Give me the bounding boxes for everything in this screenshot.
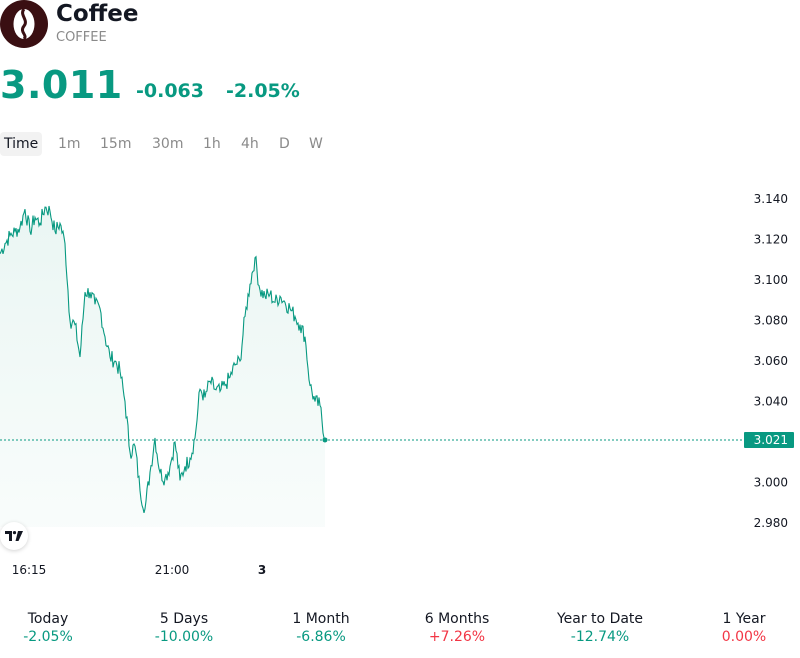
period-label: 5 Days — [159, 611, 209, 627]
last-price-dot — [322, 437, 328, 443]
symbol-name: Coffee — [56, 1, 139, 27]
price-change-percent: -2.05% — [226, 80, 300, 102]
y-tick-label: 3.140 — [754, 192, 788, 206]
period-label: Year to Date — [556, 611, 644, 627]
y-tick-label: 3.120 — [754, 233, 788, 247]
period-label: 1 Month — [292, 611, 350, 627]
last-price-badge-label: 3.021 — [754, 433, 788, 447]
period-5-days[interactable]: 5 Days -10.00% — [119, 610, 249, 646]
y-tick-label: 3.100 — [754, 273, 788, 287]
symbol-logo — [0, 0, 48, 48]
x-tick-label: 3 — [258, 563, 266, 577]
x-tick-label: 21:00 — [155, 563, 190, 577]
period-value: -6.86% — [296, 629, 346, 645]
symbol-ticker: COFFEE — [56, 30, 107, 45]
price-area-fill — [0, 206, 325, 527]
y-tick-label: 3.080 — [754, 314, 788, 328]
price-line — [0, 205, 326, 514]
tab-1h[interactable]: 1h — [203, 136, 221, 152]
tab-time[interactable]: Time — [0, 132, 43, 156]
last-price-badge — [744, 431, 794, 448]
performance-bar: Today -2.05% 5 Days -10.00% 1 Month -6.8… — [0, 610, 800, 650]
tab-d[interactable]: D — [279, 136, 290, 152]
period-1-year[interactable]: 1 Year 0.00% — [679, 610, 800, 646]
period-value: 0.00% — [721, 629, 767, 645]
tab-4h[interactable]: 4h — [241, 136, 259, 152]
tradingview-logo-icon[interactable] — [0, 522, 28, 550]
y-tick-label: 3.040 — [754, 394, 788, 408]
period-1-month[interactable]: 1 Month -6.86% — [256, 610, 386, 646]
price-change: -0.063 — [136, 80, 204, 102]
coffee-bean-icon — [13, 8, 35, 41]
y-tick-label: 3.060 — [754, 354, 788, 368]
chart-canvas[interactable]: 3.140 3.120 3.100 3.080 3.060 3.040 3.000 2.980… — [0, 170, 800, 590]
period-value: -2.05% — [23, 629, 73, 645]
period-label: 1 Year — [722, 611, 766, 627]
y-tick-label: 2.980 — [754, 516, 788, 530]
last-price: 3.011 — [0, 63, 123, 107]
period-label: Today — [27, 611, 69, 627]
period-label: 6 Months — [424, 611, 490, 627]
price-chart[interactable]: 3.140 3.120 3.100 3.080 3.060 3.040 3.000 2.980… — [0, 170, 800, 590]
period-today[interactable]: Today -2.05% — [0, 610, 113, 646]
tab-15m[interactable]: 15m — [100, 136, 132, 152]
period-value: -12.74% — [570, 629, 630, 645]
tab-w[interactable]: W — [309, 136, 323, 152]
period-6-months[interactable]: 6 Months +7.26% — [392, 610, 522, 646]
y-tick-label: 3.000 — [754, 475, 788, 489]
tab-1m[interactable]: 1m — [58, 136, 81, 152]
period-value: -10.00% — [154, 629, 214, 645]
x-tick-label: 16:15 — [12, 563, 47, 577]
period-value: +7.26% — [428, 629, 486, 645]
tab-30m[interactable]: 30m — [152, 136, 184, 152]
period-year-to-date[interactable]: Year to Date -12.74% — [535, 610, 665, 646]
